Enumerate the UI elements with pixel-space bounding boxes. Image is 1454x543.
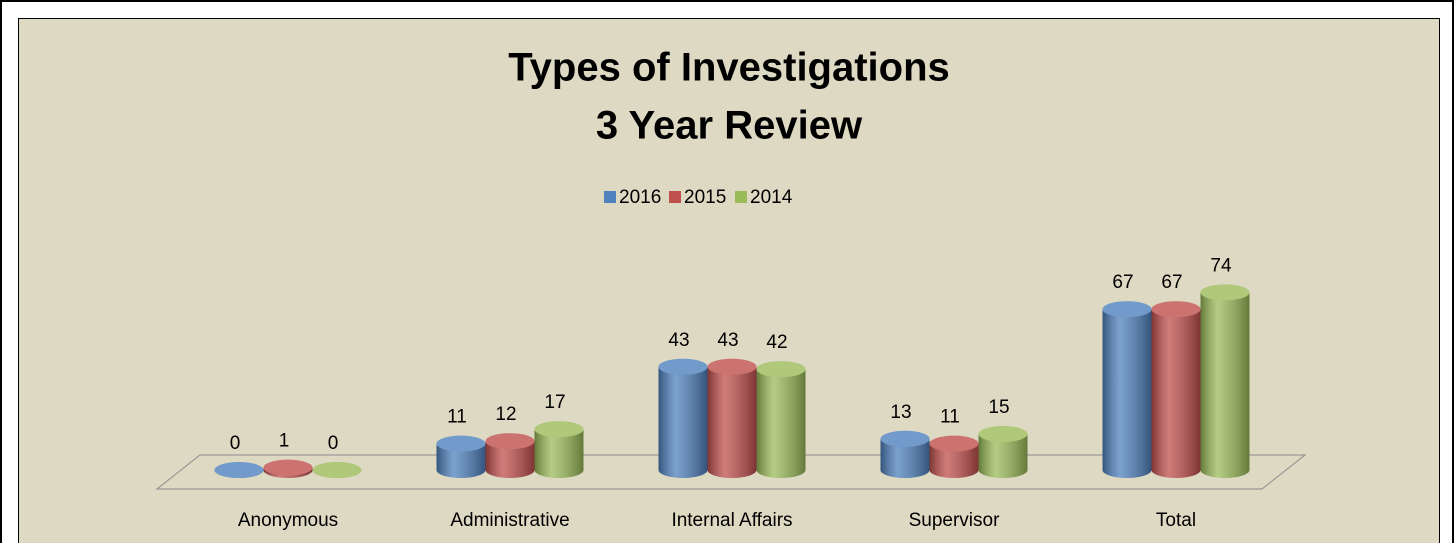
legend-label: 2014 [750, 187, 793, 208]
bar-shade [929, 443, 979, 478]
x-tick-label: Total [1156, 510, 1196, 531]
data-label: 0 [328, 433, 339, 454]
bar-top [436, 435, 486, 452]
bar [214, 462, 264, 478]
legend-swatch [735, 191, 747, 203]
data-label: 43 [668, 330, 689, 351]
legend-swatch [604, 191, 616, 203]
bar-top-light [534, 421, 584, 438]
bar-top-light [929, 435, 979, 452]
legend-label: 2015 [684, 187, 726, 208]
bar-shade [658, 366, 708, 478]
bar-top [880, 430, 930, 447]
bar-top-light [756, 361, 806, 378]
data-label: 1 [279, 431, 290, 452]
data-label: 67 [1112, 272, 1133, 293]
bar-shade [534, 429, 584, 478]
bar-top-light [978, 426, 1028, 442]
data-label: 67 [1161, 272, 1182, 293]
data-label: 11 [940, 407, 960, 428]
bar-top [756, 361, 806, 378]
x-tick-label: Administrative [450, 510, 569, 531]
data-label: 12 [495, 404, 516, 425]
bar-top-light [1151, 301, 1201, 318]
bar-shade [880, 438, 930, 478]
bar-top [707, 358, 757, 375]
legend-label: 2016 [619, 187, 661, 208]
data-label: 13 [890, 402, 911, 423]
bar [1200, 284, 1250, 478]
bar-shade [1200, 292, 1250, 478]
bar-top-light [1200, 284, 1250, 301]
bar [880, 430, 930, 478]
bar-top-light [214, 462, 264, 478]
bar [436, 435, 486, 478]
bar-shade [485, 441, 535, 478]
data-label: 17 [544, 392, 565, 413]
bar-top-light [658, 358, 708, 375]
bar-top-light [312, 462, 362, 478]
bar [534, 421, 584, 478]
floor [155, 454, 1307, 490]
bar-shade [1102, 309, 1152, 478]
data-label: 0 [230, 433, 241, 454]
bar-shade [707, 366, 757, 478]
chart-subtitle: 3 Year Review [596, 104, 863, 148]
data-label: 11 [447, 407, 467, 428]
bar-top [214, 462, 264, 478]
data-label: 42 [766, 332, 787, 353]
legend-swatch [669, 191, 681, 203]
bar-top [1151, 301, 1201, 318]
bar-top [658, 358, 708, 375]
bar-top-light [485, 433, 535, 450]
bar-top [312, 462, 362, 478]
bar-top [485, 433, 535, 450]
bar-top-light [880, 430, 930, 447]
bar [929, 435, 979, 478]
bar-shade [978, 434, 1028, 478]
bar-top [534, 421, 584, 438]
bar-shade [1151, 309, 1201, 478]
bar-shade [756, 369, 806, 478]
bar [978, 426, 1028, 478]
x-tick-label: Supervisor [909, 510, 1000, 531]
bar-top [978, 426, 1028, 442]
bar-top [929, 435, 979, 452]
bar-top [263, 459, 313, 476]
bar [485, 433, 535, 478]
bar [707, 358, 757, 478]
bar-top-light [1102, 301, 1152, 318]
bar [1151, 301, 1201, 478]
bar-shade [436, 443, 486, 478]
data-label: 43 [717, 330, 738, 351]
bar-top [1200, 284, 1250, 301]
bar [658, 358, 708, 478]
data-label: 74 [1210, 255, 1232, 276]
bar [1102, 301, 1152, 478]
bar-top [1102, 301, 1152, 318]
bar [263, 459, 313, 478]
bar [312, 462, 362, 478]
x-tick-label: Anonymous [238, 510, 338, 531]
data-label: 15 [988, 397, 1009, 418]
x-tick-label: Internal Affairs [671, 510, 792, 531]
bar-top-light [436, 435, 486, 452]
bar-top-light [263, 459, 313, 476]
chart-title: Types of Investigations [508, 46, 950, 90]
bar [756, 361, 806, 478]
bar-top-light [707, 358, 757, 375]
